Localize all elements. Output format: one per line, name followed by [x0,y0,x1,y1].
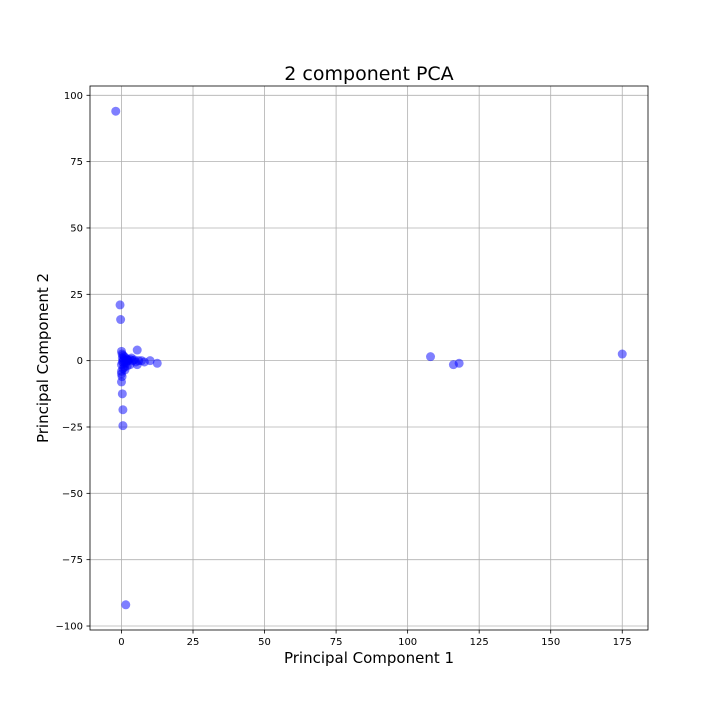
data-point [454,358,464,368]
data-point [117,389,127,399]
data-point [116,377,126,387]
data-point [118,421,128,431]
y-tick-label: 100 [64,91,83,102]
x-tick-label: 175 [613,637,632,648]
data-point [132,345,142,355]
x-tick-label: 50 [258,637,271,648]
data-point [145,356,155,366]
chart-title: 2 component PCA [284,63,453,85]
data-point [426,352,436,362]
data-point [617,349,627,359]
plot-frame [89,85,649,631]
data-points [111,106,627,610]
y-tick-label: −75 [62,555,83,566]
axis-ticks: 0 25 50 75 100 125 150 175 100 75 50 25 0 −25 −50 −75 −1… [56,91,632,648]
data-point [116,315,126,325]
x-tick-label: 150 [541,637,560,648]
data-point [120,365,130,375]
data-point [111,106,121,116]
grid-lines [90,86,648,630]
y-tick-label: 50 [70,223,83,234]
data-point [115,300,125,310]
data-point [118,405,128,415]
x-tick-label: 125 [470,637,489,648]
data-point [121,600,131,610]
y-tick-label: −25 [62,422,83,433]
x-axis-label: Principal Component 1 [284,649,454,667]
x-tick-label: 0 [118,637,124,648]
y-tick-label: −100 [56,622,83,633]
x-tick-label: 75 [330,637,343,648]
x-tick-label: 100 [398,637,417,648]
data-point [129,355,139,365]
data-point [152,358,162,368]
y-tick-label: 25 [70,290,83,301]
x-tick-label: 25 [187,637,200,648]
data-point [118,356,128,366]
y-tick-label: 0 [77,356,83,367]
y-tick-label: 75 [70,157,83,168]
y-tick-label: −50 [62,489,83,500]
y-axis-label: Principal Component 2 [34,273,52,443]
